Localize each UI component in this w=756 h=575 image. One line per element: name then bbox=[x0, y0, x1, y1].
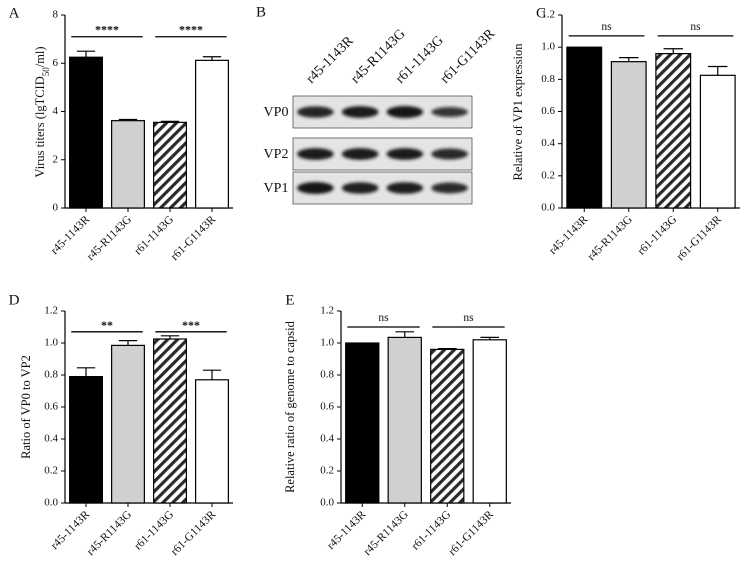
blot-row-label: VP0 bbox=[264, 105, 289, 120]
y-tick-label: 0 bbox=[53, 202, 59, 214]
category-label: r61-1143G bbox=[635, 214, 679, 258]
blot-band bbox=[341, 148, 379, 160]
bar-r45-r1143g bbox=[111, 120, 145, 209]
bar-r45-r1143g bbox=[111, 344, 145, 504]
bar-r61-1143g bbox=[153, 121, 187, 209]
y-tick-label: 2 bbox=[53, 153, 59, 165]
y-tick-label: 1.0 bbox=[320, 337, 334, 349]
category-label: r61-G1143R bbox=[447, 508, 497, 558]
category-label: r45-R1143G bbox=[586, 214, 635, 263]
bar-r61-g1143r bbox=[699, 74, 736, 209]
blot-band bbox=[297, 182, 334, 194]
y-tick-label: 1.2 bbox=[320, 305, 334, 317]
bar-r61-g1143r bbox=[195, 379, 229, 504]
y-axis-label: Relative ratio of genome to capsid bbox=[283, 320, 297, 493]
y-axis-label: Relative of VP1 expression bbox=[511, 43, 525, 181]
category-label: r45-1143R bbox=[547, 213, 591, 257]
y-tick-label: 0.6 bbox=[320, 401, 334, 413]
bar-r61-g1143r bbox=[195, 59, 229, 209]
significance-label: ns bbox=[463, 312, 474, 324]
y-tick-label: 0.6 bbox=[44, 401, 58, 413]
bar-chart-c: C 0.0 0.2 0.4 0.6 0.8 1.0 1.2 Relative of VP1 ex… bbox=[511, 5, 740, 263]
significance-label: ns bbox=[601, 21, 612, 33]
bar-r45-1143r bbox=[566, 46, 603, 209]
category-label: r61-G1143R bbox=[675, 213, 725, 263]
bar-r61-1143g bbox=[153, 338, 187, 504]
blot-band bbox=[341, 106, 379, 118]
y-tick-label: 1.2 bbox=[541, 9, 555, 21]
panel-letter: C bbox=[536, 5, 546, 21]
category-label: r45-1143R bbox=[49, 508, 93, 552]
blot-band bbox=[297, 148, 334, 160]
western-blot-panel: Br45-1143Rr45-R1143Gr61-1143Gr61-G1143RV… bbox=[256, 4, 499, 205]
significance-label: ns bbox=[378, 312, 389, 324]
bar-r45-1143r bbox=[345, 342, 380, 504]
y-axis-label: Ratio of VP0 to VP2 bbox=[19, 355, 33, 459]
significance-label: ** bbox=[101, 318, 113, 332]
y-tick-label: 0.2 bbox=[320, 465, 334, 477]
y-tick-label: 0.8 bbox=[541, 73, 555, 85]
blot-band bbox=[341, 182, 379, 194]
bar-r61-1143g bbox=[430, 348, 465, 504]
blot-band bbox=[386, 182, 424, 194]
y-tick-label: 6 bbox=[53, 57, 59, 69]
y-tick-label: 8 bbox=[53, 9, 59, 21]
y-tick-label: 1.0 bbox=[541, 41, 555, 53]
y-tick-label: 0.4 bbox=[320, 433, 334, 445]
category-label: r45-R1143G bbox=[362, 509, 411, 558]
significance-label: ns bbox=[690, 21, 701, 33]
significance-label: **** bbox=[95, 23, 119, 37]
y-tick-label: 0.4 bbox=[541, 137, 555, 149]
y-tick-label: 0.4 bbox=[44, 433, 58, 445]
category-label: r61-1143G bbox=[132, 509, 176, 553]
blot-band bbox=[431, 107, 468, 117]
y-tick-label: 4 bbox=[53, 105, 59, 117]
blot-row-label: VP2 bbox=[264, 147, 289, 162]
panel-letter: D bbox=[9, 292, 20, 308]
category-label: r45-R1143G bbox=[85, 214, 134, 263]
category-label: r61-1143G bbox=[132, 214, 176, 258]
y-tick-label: 1.2 bbox=[44, 305, 58, 317]
panel-letter: E bbox=[285, 292, 294, 308]
category-label: r61-G1143R bbox=[169, 508, 219, 558]
y-axis-label: Virus titers (lgTCID50/ml) bbox=[33, 46, 51, 177]
blot-band bbox=[386, 106, 424, 118]
panel-letter: A bbox=[9, 5, 20, 21]
y-tick-label: 0.8 bbox=[44, 369, 58, 381]
bar-r45-r1143g bbox=[387, 336, 422, 504]
lane-label: r61-G1143R bbox=[438, 26, 499, 87]
category-label: r45-1143R bbox=[325, 508, 369, 552]
category-label: r45-1143R bbox=[49, 213, 93, 257]
category-label: r45-R1143G bbox=[85, 509, 134, 558]
significance-label: *** bbox=[182, 318, 200, 332]
category-label: r61-G1143R bbox=[169, 213, 219, 263]
lane-label: r45-1143R bbox=[304, 33, 358, 87]
bar-r45-1143r bbox=[69, 56, 103, 209]
bar-r61-g1143r bbox=[472, 339, 507, 504]
y-tick-label: 1.0 bbox=[44, 337, 58, 349]
blot-band bbox=[386, 148, 424, 160]
panel-letter: B bbox=[256, 4, 266, 20]
y-tick-label: 0.2 bbox=[541, 169, 555, 181]
y-tick-label: 0.0 bbox=[320, 497, 334, 509]
bar-r61-1143g bbox=[655, 52, 692, 209]
y-tick-label: 0.2 bbox=[44, 465, 58, 477]
y-tick-label: 0.0 bbox=[44, 497, 58, 509]
bar-r45-r1143g bbox=[610, 61, 647, 209]
significance-label: **** bbox=[179, 23, 203, 37]
y-tick-label: 0.0 bbox=[541, 202, 555, 214]
bar-chart-d: D 0.0 0.2 0.4 0.6 0.8 1.0 1.2 Ratio of VP0 to VP… bbox=[9, 292, 233, 558]
blot-band bbox=[431, 182, 468, 194]
y-tick-label: 0.6 bbox=[541, 105, 555, 117]
y-tick-label: 0.8 bbox=[320, 369, 334, 381]
blot-row-label: VP1 bbox=[264, 181, 289, 196]
category-label: r61-1143G bbox=[409, 509, 453, 553]
blot-band bbox=[297, 106, 334, 118]
bar-chart-a: A 0 2 4 6 8 Virus titers (lgTCID50/ml) r45-1143… bbox=[9, 5, 233, 263]
blot-band bbox=[431, 148, 468, 160]
bar-r45-1143r bbox=[69, 376, 103, 504]
bar-chart-e: E 0.0 0.2 0.4 0.6 0.8 1.0 1.2 Relative ratio of … bbox=[283, 292, 511, 558]
